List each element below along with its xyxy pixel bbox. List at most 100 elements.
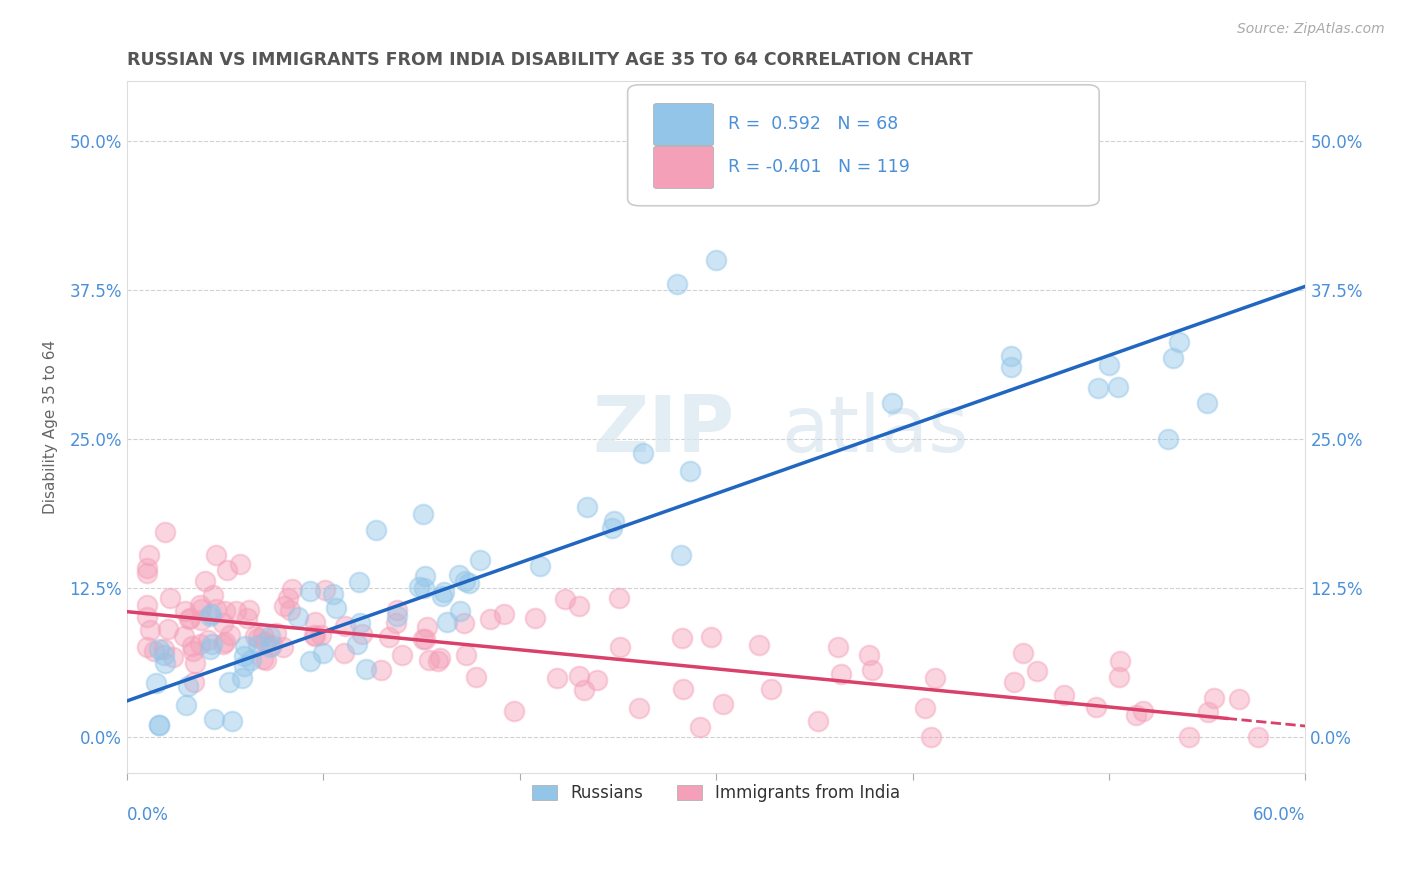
Point (603, 514, 626, 528)
Point (436, 615, 458, 630)
Point (385, 603, 408, 617)
Point (523, 611, 546, 625)
Point (807, 714, 830, 728)
Point (711, 697, 734, 711)
Point (679, 464, 702, 478)
Point (418, 653, 440, 667)
Text: 60.0%: 60.0% (1253, 805, 1305, 823)
Point (254, 653, 277, 667)
Text: RUSSIAN VS IMMIGRANTS FROM INDIA DISABILITY AGE 35 TO 64 CORRELATION CHART: RUSSIAN VS IMMIGRANTS FROM INDIA DISABIL… (127, 51, 973, 69)
Point (432, 589, 454, 603)
Legend: Russians, Immigrants from India: Russians, Immigrants from India (526, 778, 907, 809)
Point (333, 646, 356, 660)
Point (568, 668, 591, 682)
Point (218, 674, 240, 689)
Point (204, 712, 226, 726)
Point (304, 629, 326, 643)
Point (135, 640, 157, 655)
Point (1000, 349, 1022, 363)
Point (231, 671, 253, 685)
Point (198, 642, 221, 657)
Point (215, 563, 238, 577)
Point (212, 637, 235, 651)
Point (346, 637, 368, 651)
Point (546, 672, 568, 686)
Point (1197, 396, 1219, 410)
Point (322, 587, 344, 601)
Point (190, 601, 212, 615)
Point (572, 683, 595, 698)
Point (1197, 706, 1219, 720)
Point (278, 603, 301, 617)
Point (200, 608, 222, 623)
FancyBboxPatch shape (627, 85, 1099, 206)
Point (325, 600, 347, 615)
Point (200, 607, 222, 621)
Point (273, 599, 295, 614)
Point (262, 638, 284, 652)
Point (454, 648, 477, 663)
Point (830, 666, 852, 681)
Point (378, 631, 401, 645)
Point (205, 548, 228, 562)
Point (183, 675, 205, 690)
Point (671, 549, 693, 563)
Point (1107, 380, 1129, 394)
Point (1247, 730, 1270, 744)
Point (152, 648, 174, 662)
Point (162, 650, 184, 665)
Point (748, 638, 770, 652)
Point (585, 673, 607, 688)
Point (465, 670, 488, 684)
Point (458, 576, 481, 591)
Y-axis label: Disability Age 35 to 64: Disability Age 35 to 64 (44, 340, 58, 514)
Point (347, 574, 370, 589)
Point (139, 624, 162, 638)
Text: R = -0.401   N = 119: R = -0.401 N = 119 (728, 158, 910, 176)
Point (229, 557, 252, 571)
Point (159, 591, 181, 605)
Point (259, 629, 281, 643)
Point (433, 585, 456, 599)
Point (901, 134, 924, 148)
Point (761, 681, 783, 696)
Point (212, 615, 235, 630)
Point (253, 635, 276, 649)
Point (704, 253, 727, 268)
Point (136, 560, 159, 574)
Point (202, 588, 225, 602)
Point (391, 648, 413, 662)
Point (503, 705, 526, 719)
Point (468, 553, 491, 567)
Point (356, 662, 378, 676)
Text: 0.0%: 0.0% (127, 805, 169, 823)
Point (349, 615, 371, 630)
Point (412, 632, 434, 646)
Point (221, 714, 243, 728)
Point (860, 663, 883, 677)
Point (408, 580, 430, 594)
Point (492, 607, 515, 622)
Point (214, 604, 236, 618)
Point (1026, 665, 1049, 679)
Point (197, 632, 219, 647)
Point (136, 609, 159, 624)
Point (1161, 351, 1184, 365)
Point (135, 598, 157, 612)
Point (607, 591, 630, 605)
Point (882, 396, 904, 410)
Point (304, 615, 326, 629)
Point (214, 634, 236, 648)
Point (665, 277, 688, 291)
Point (429, 650, 451, 665)
Point (858, 648, 880, 662)
Point (575, 500, 598, 514)
Point (312, 646, 335, 660)
Point (413, 581, 436, 595)
Point (609, 640, 631, 654)
Point (1002, 675, 1025, 690)
Point (914, 700, 936, 714)
Point (218, 628, 240, 642)
FancyBboxPatch shape (654, 103, 714, 145)
Point (148, 718, 170, 732)
